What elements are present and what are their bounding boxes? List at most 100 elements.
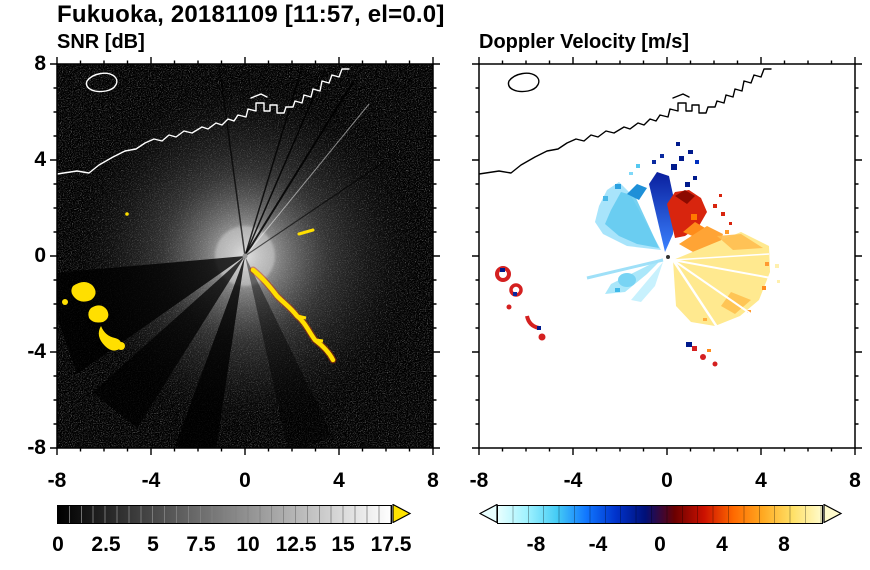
isolated-echo-south xyxy=(686,342,692,347)
navy-speck xyxy=(676,142,680,146)
negative-velocity-speck xyxy=(603,196,608,201)
dark-red-patch xyxy=(675,190,695,204)
strong-negative-wedge xyxy=(649,172,675,252)
navy-speck xyxy=(500,268,505,272)
velocity-radar-plot xyxy=(472,57,862,455)
shadow-ray xyxy=(244,159,388,257)
x-tick-label: 4 xyxy=(755,469,767,492)
navy-speck xyxy=(679,156,684,161)
negative-streak-sw xyxy=(631,262,663,302)
snr-radar-plot xyxy=(50,57,440,455)
x-tick-label: -4 xyxy=(563,469,583,492)
navy-speck xyxy=(695,160,699,164)
navy-speck xyxy=(660,154,664,158)
velocity-colorbar-bar xyxy=(497,505,823,524)
velocity-panel-title: Doppler Velocity [m/s] xyxy=(479,31,690,53)
axis-ticks xyxy=(472,57,862,455)
high-snr-speck xyxy=(297,228,315,236)
x-tick-label: -8 xyxy=(469,469,489,492)
x-tick-label: 0 xyxy=(661,469,673,492)
red-speck xyxy=(729,222,732,225)
orange-speck xyxy=(762,286,766,290)
cyan-speck xyxy=(629,172,633,175)
isolated-echo-west xyxy=(506,304,512,310)
isolated-echo-south xyxy=(692,346,697,351)
navy-speck xyxy=(688,150,693,154)
colorbar-tick-label: 4 xyxy=(716,533,728,556)
snr-panel-title: SNR [dB] xyxy=(57,31,145,53)
blocked-wedge xyxy=(245,256,333,448)
axis-ticks xyxy=(50,57,440,455)
navy-speck xyxy=(537,326,541,330)
high-snr-patch xyxy=(117,342,125,350)
x-tick-label: 4 xyxy=(333,469,345,492)
high-snr-speck xyxy=(125,212,129,216)
fan-gap-ray xyxy=(672,253,770,261)
orange-speck xyxy=(765,262,769,266)
high-snr-patch xyxy=(98,326,122,351)
x-tick-label: -4 xyxy=(141,469,161,492)
colorbar-tick-label: -4 xyxy=(588,533,608,556)
y-tick-label: -4 xyxy=(27,340,46,363)
high-snr-patch xyxy=(88,305,109,323)
negative-velocity-fan-core xyxy=(605,192,659,248)
x-tick-label: -8 xyxy=(47,469,67,492)
pale-speck xyxy=(775,264,779,268)
figure-title: Fukuoka, 20181109 [11:57, el=0.0] xyxy=(57,1,445,28)
fan-gap-ray xyxy=(672,259,772,279)
navy-speck xyxy=(652,160,656,164)
blocked-wedge xyxy=(175,256,245,448)
red-speck xyxy=(721,212,725,216)
x-tick-label: 0 xyxy=(239,469,251,492)
shadow-ray xyxy=(244,81,354,257)
colorbar-tick-label: 2.5 xyxy=(91,533,121,556)
navy-speck xyxy=(685,182,690,187)
fan-gap-ray xyxy=(672,259,752,315)
y-tick-label: 8 xyxy=(34,52,46,75)
colorbar-tick-label: 0 xyxy=(654,533,666,556)
blocked-wedge xyxy=(93,256,245,428)
navy-speck xyxy=(513,292,517,296)
negative-velocity-patch xyxy=(627,184,647,200)
velocity-colorbar-under-arrow xyxy=(479,504,498,523)
colorbar-tick-label: 12.5 xyxy=(275,533,317,556)
colorbar-tick-label: 10 xyxy=(236,533,260,556)
bright-ray xyxy=(244,103,370,257)
cyan-speck xyxy=(615,288,620,292)
negative-velocity-speck xyxy=(615,184,621,189)
pale-speck xyxy=(777,280,780,283)
colorbar-tick-label: 0 xyxy=(52,533,64,556)
snr-colorbar-over-arrow xyxy=(392,504,412,523)
radar-site-dot xyxy=(666,255,670,259)
fan-gap-ray xyxy=(671,259,721,331)
y-tick-label: -8 xyxy=(27,436,46,459)
velocity-colorbar-over-arrow xyxy=(823,504,843,523)
isolated-echo-west xyxy=(538,333,546,341)
isolated-echo-south xyxy=(707,349,711,352)
snr-colorbar-bar xyxy=(57,505,392,524)
high-snr-arc-branch xyxy=(296,314,324,343)
negative-streak-sw xyxy=(586,258,664,280)
x-tick-label: 8 xyxy=(427,469,439,492)
colorbar-tick-label: 8 xyxy=(778,533,790,556)
shadow-ray xyxy=(244,64,304,257)
colorbar-tick-label: 15 xyxy=(331,533,355,556)
red-speck xyxy=(713,204,717,208)
radar-site-dot xyxy=(242,253,248,259)
high-snr-patch xyxy=(62,299,68,305)
colorbar-tick-label: 5 xyxy=(147,533,159,556)
colorbar-tick-label: -8 xyxy=(526,533,546,556)
high-snr-patch xyxy=(71,282,96,302)
orange-speck xyxy=(691,214,697,220)
orange-speck xyxy=(725,230,729,234)
colorbar-tick-label: 17.5 xyxy=(370,533,412,556)
orange-speck xyxy=(703,318,707,321)
colorbar-tick-label: 7.5 xyxy=(186,533,216,556)
shadow-ray xyxy=(244,69,326,257)
y-tick-label: 0 xyxy=(34,244,46,267)
navy-speck xyxy=(671,164,677,170)
fan-orange-band xyxy=(717,234,763,250)
isolated-echo-south xyxy=(712,361,718,367)
negative-blob xyxy=(618,273,636,287)
